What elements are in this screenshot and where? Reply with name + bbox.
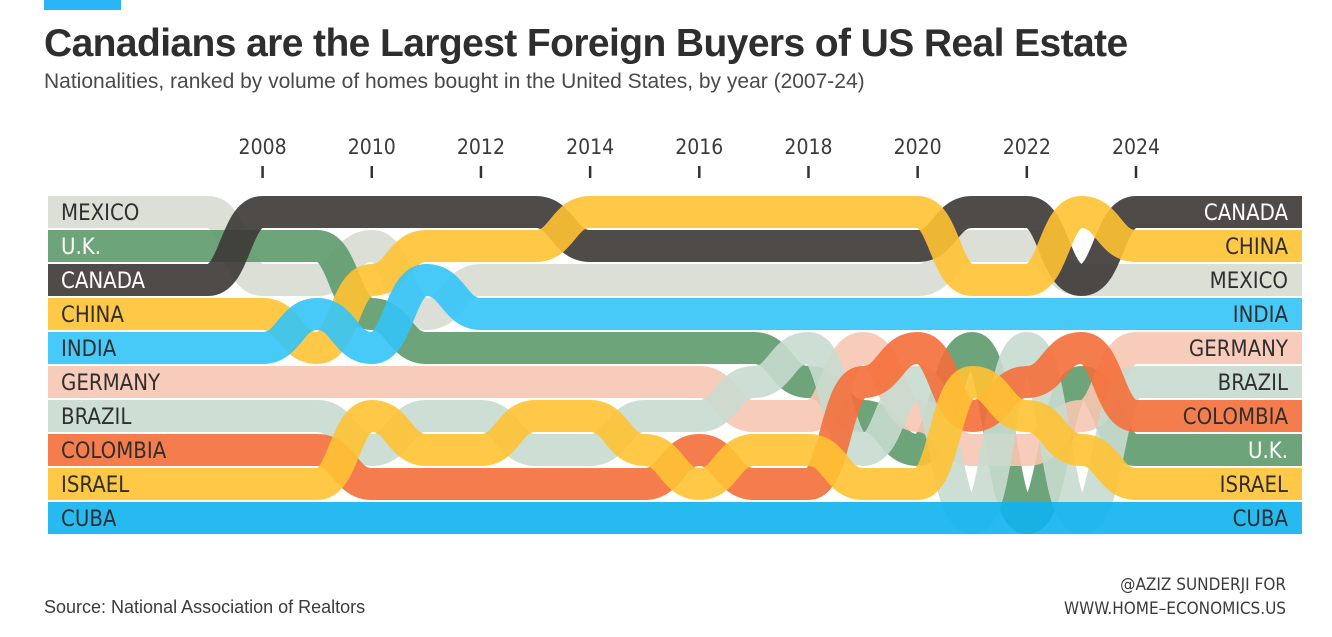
right-label-colombia: COLOMBIA: [1183, 405, 1289, 430]
series-israel: [48, 366, 1302, 500]
x-tick-label-2024: 2024: [1112, 135, 1160, 159]
right-label-israel: ISRAEL: [1220, 473, 1288, 498]
source-note: Source: National Association of Realtors: [44, 597, 366, 617]
right-label-canada: CANADA: [1204, 201, 1289, 226]
credit-line-1: @AZIZ SUNDERJI FOR: [1120, 575, 1286, 595]
left-label-canada: CANADA: [61, 269, 146, 294]
credit-line-2: WWW.HOME–ECONOMICS.US: [1063, 599, 1286, 619]
left-label-colombia: COLOMBIA: [61, 439, 167, 464]
left-label-uk: U.K.: [61, 235, 101, 260]
x-tick-label-2016: 2016: [675, 135, 723, 159]
left-label-cuba: CUBA: [61, 507, 117, 532]
left-label-israel: ISRAEL: [61, 473, 129, 498]
right-label-germany: GERMANY: [1189, 337, 1289, 362]
credit-note: @AZIZ SUNDERJI FOR WWW.HOME–ECONOMICS.US: [1064, 573, 1286, 621]
right-label-china: CHINA: [1225, 235, 1288, 260]
x-tick-label-2010: 2010: [348, 135, 396, 159]
right-label-cuba: CUBA: [1233, 507, 1289, 532]
left-label-germany: GERMANY: [61, 371, 161, 396]
page-title: Canadians are the Largest Foreign Buyers…: [44, 22, 1128, 65]
accent-bar: [44, 0, 121, 10]
x-tick-label-2018: 2018: [784, 135, 832, 159]
x-tick-label-2008: 2008: [239, 135, 287, 159]
left-label-china: CHINA: [61, 303, 124, 328]
right-label-india: INDIA: [1233, 303, 1289, 328]
page-subtitle: Nationalities, ranked by volume of homes…: [44, 70, 865, 93]
series-canada: [48, 196, 1302, 296]
series-china: [48, 196, 1302, 364]
left-label-brazil: BRAZIL: [61, 405, 131, 430]
right-label-brazil: BRAZIL: [1218, 371, 1288, 396]
x-tick-label-2022: 2022: [1003, 135, 1051, 159]
left-label-mexico: MEXICO: [61, 201, 139, 226]
series-group: [48, 196, 1302, 534]
x-tick-label-2020: 2020: [894, 135, 942, 159]
right-label-mexico: MEXICO: [1210, 269, 1288, 294]
left-label-india: INDIA: [61, 337, 117, 362]
series-india: [48, 264, 1302, 364]
x-tick-label-2014: 2014: [566, 135, 614, 159]
x-tick-label-2012: 2012: [457, 135, 505, 159]
right-label-uk: U.K.: [1248, 439, 1288, 464]
